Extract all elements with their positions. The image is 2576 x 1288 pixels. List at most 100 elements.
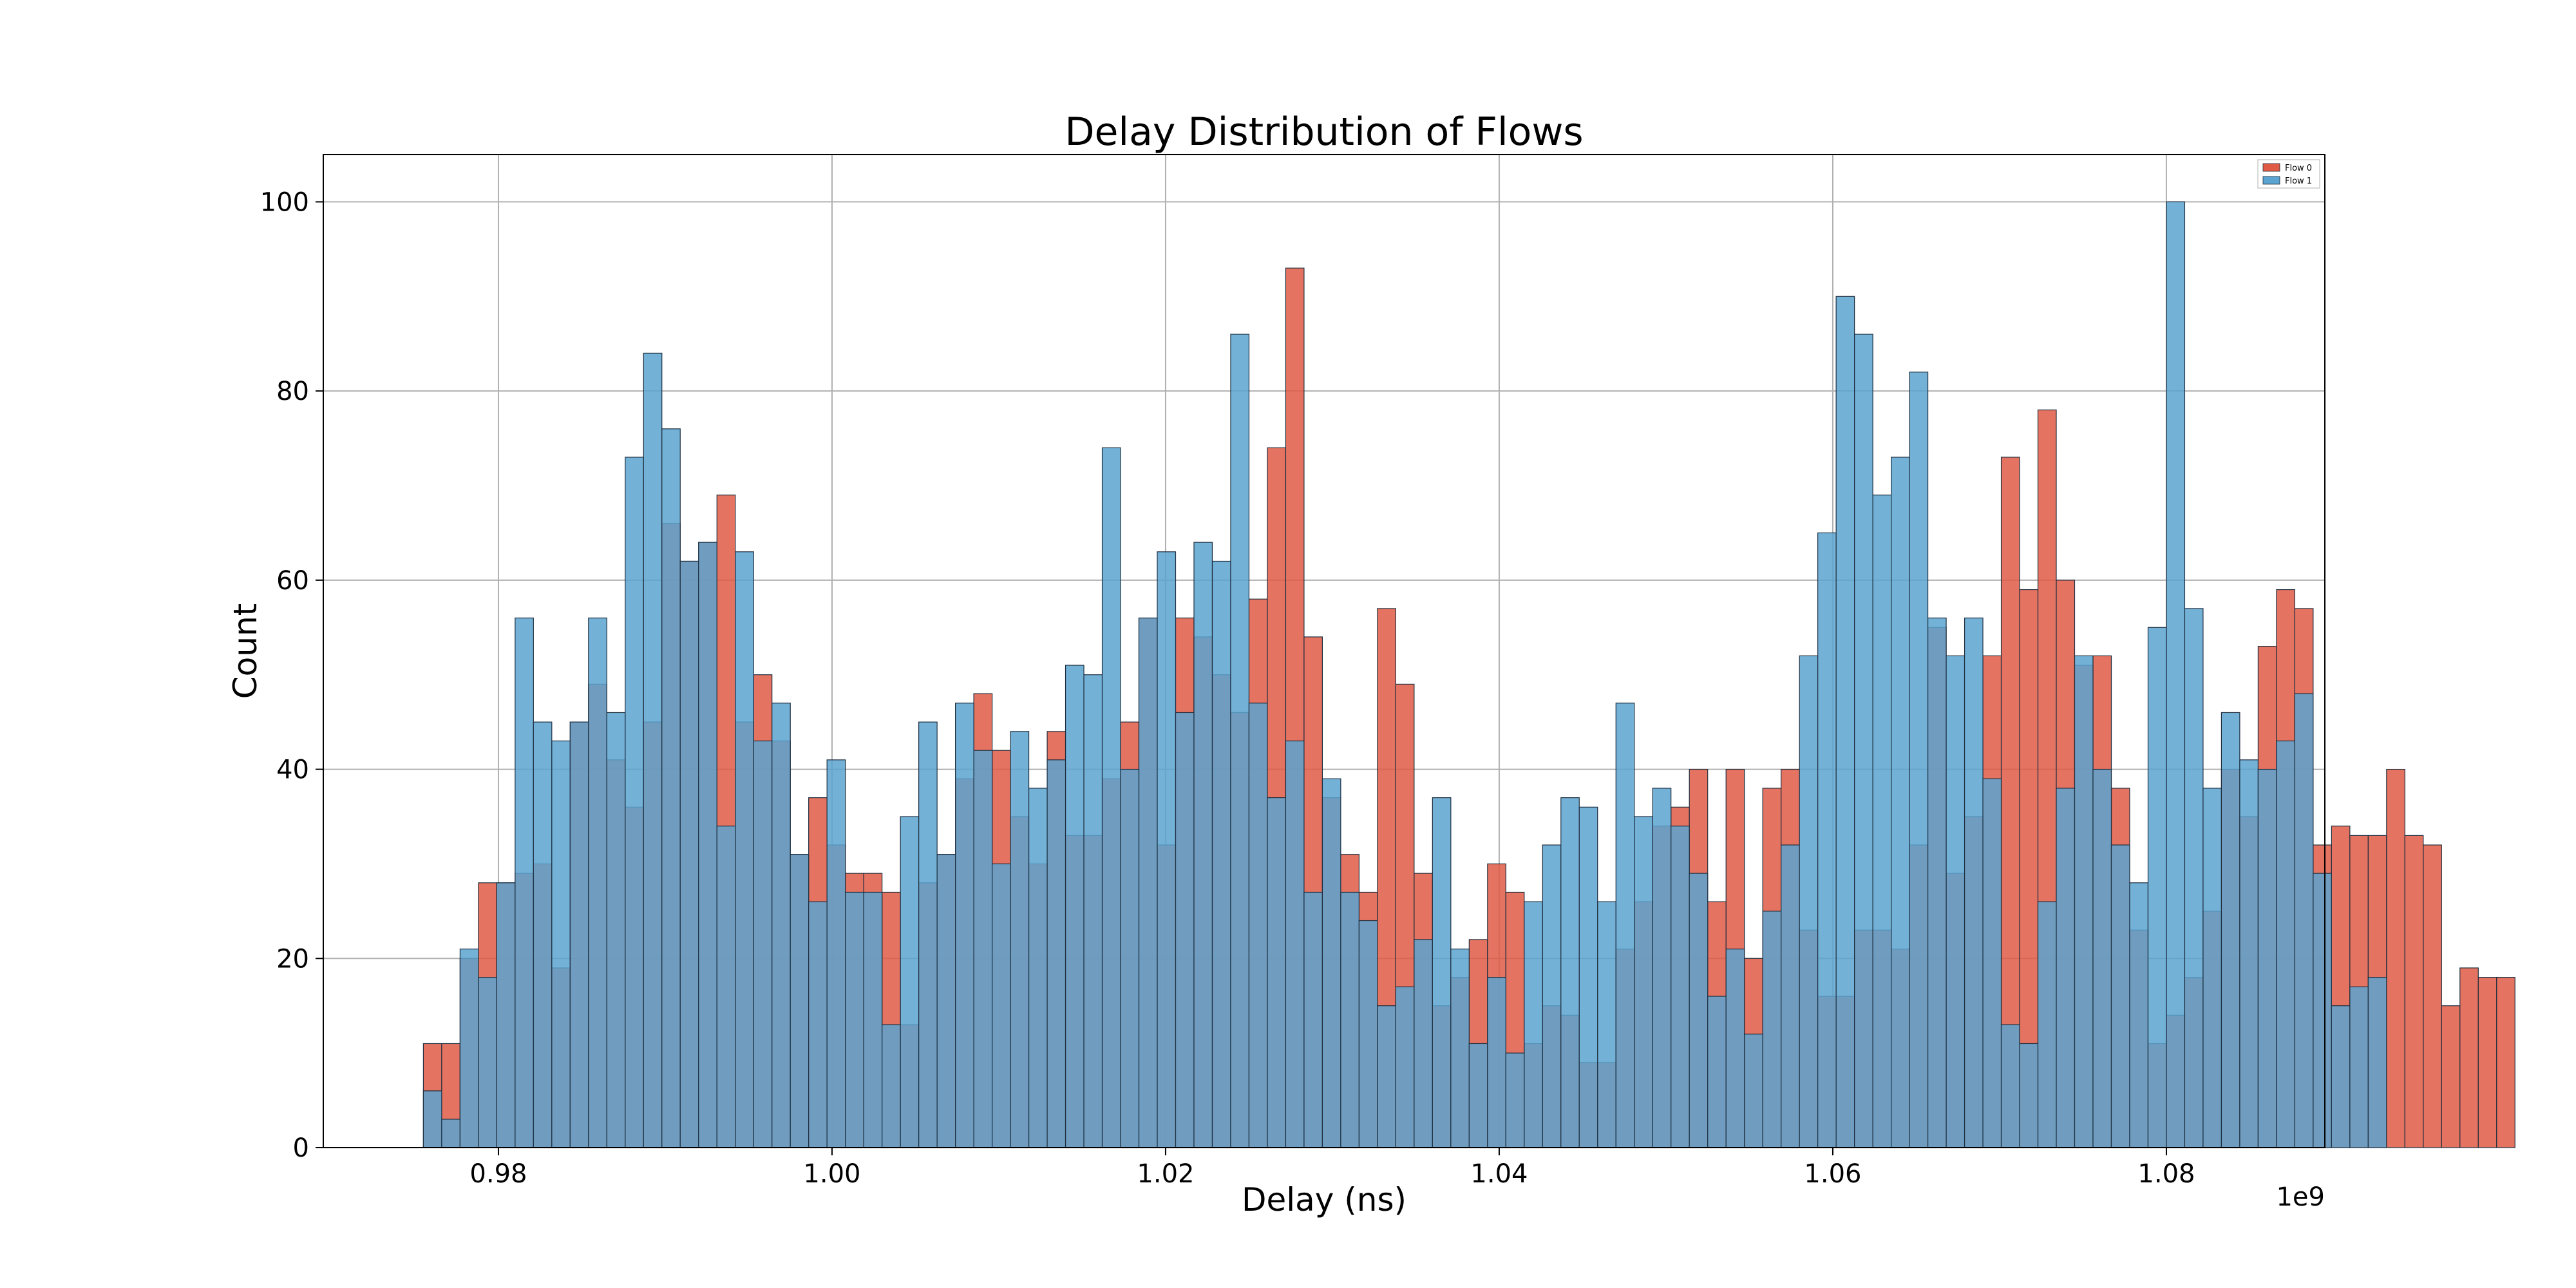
bar-flow-1 xyxy=(1340,891,1359,1148)
bar-flow-1 xyxy=(1211,560,1231,1148)
y-tick-label: 100 xyxy=(260,187,309,217)
legend: Flow 0 Flow 1 xyxy=(2257,159,2320,189)
x-tick-label: 1.00 xyxy=(803,1159,860,1189)
bar-flow-1 xyxy=(936,854,956,1148)
bar-flow-1 xyxy=(2037,901,2057,1148)
bar-flow-1 xyxy=(1927,617,1947,1148)
y-tick-label: 80 xyxy=(276,377,309,406)
bar-flow-1 xyxy=(533,721,553,1148)
bar-flow-1 xyxy=(478,977,497,1148)
bar-flow-1 xyxy=(918,721,938,1148)
bar-flow-1 xyxy=(716,826,736,1148)
bar-flow-1 xyxy=(1872,495,1892,1148)
bar-flow-1 xyxy=(2056,788,2076,1148)
legend-swatch-flow-0 xyxy=(2262,163,2280,172)
bar-flow-1 xyxy=(1854,334,1873,1148)
bar-flow-1 xyxy=(1432,797,1452,1148)
bar-flow-0 xyxy=(2441,1005,2461,1148)
bar-flow-1 xyxy=(1267,797,1287,1148)
bar-flow-1 xyxy=(2349,986,2369,1148)
bar-flow-1 xyxy=(569,721,589,1148)
bar-flow-1 xyxy=(1175,712,1195,1148)
bar-flow-1 xyxy=(441,1119,460,1148)
bar-flow-1 xyxy=(422,1090,442,1148)
legend-label-flow-0: Flow 0 xyxy=(2285,164,2312,173)
bar-flow-1 xyxy=(1542,844,1562,1148)
bar-flow-1 xyxy=(1028,788,1048,1148)
plot-frame xyxy=(323,154,2325,1148)
bar-flow-1 xyxy=(1487,977,1506,1148)
bar-flow-1 xyxy=(2202,788,2222,1148)
bar-flow-1 xyxy=(882,1024,901,1148)
bar-flow-1 xyxy=(1946,655,1965,1148)
bar-flow-1 xyxy=(991,863,1011,1148)
bar-flow-1 xyxy=(772,703,791,1148)
bar-flow-1 xyxy=(863,891,883,1148)
bar-flow-1 xyxy=(808,901,828,1148)
bar-flow-1 xyxy=(1303,891,1323,1148)
bar-flow-1 xyxy=(2147,627,2167,1148)
x-tick-label: 1.06 xyxy=(1804,1159,1861,1189)
bar-flow-1 xyxy=(1468,1043,1488,1148)
bar-flow-1 xyxy=(1157,551,1177,1148)
bar-flow-1 xyxy=(515,617,534,1148)
bar-flow-0 xyxy=(2496,977,2515,1148)
bar-flow-1 xyxy=(2276,740,2295,1148)
y-tick-label: 0 xyxy=(293,1133,309,1163)
bar-flow-1 xyxy=(1193,542,1213,1148)
bar-flow-1 xyxy=(643,352,663,1148)
bar-flow-1 xyxy=(2110,844,2130,1148)
bar-flow-1 xyxy=(1597,901,1616,1148)
y-tick-label: 40 xyxy=(276,755,309,785)
bar-flow-1 xyxy=(1762,911,1782,1148)
bar-flow-1 xyxy=(2313,873,2332,1148)
histogram-bars xyxy=(422,201,2515,1148)
bar-flow-1 xyxy=(1781,844,1800,1148)
bar-flow-1 xyxy=(1835,296,1855,1148)
bar-flow-1 xyxy=(790,854,810,1148)
bar-flow-0 xyxy=(2404,835,2424,1148)
bar-flow-1 xyxy=(1799,655,1819,1148)
x-tick-label: 1.04 xyxy=(1470,1159,1528,1189)
bar-flow-1 xyxy=(1652,788,1672,1148)
legend-label-flow-1: Flow 1 xyxy=(2285,176,2312,186)
bar-flow-1 xyxy=(2000,1024,2020,1148)
x-tick-label: 1.02 xyxy=(1137,1159,1194,1189)
bar-flow-1 xyxy=(1065,665,1084,1148)
bar-flow-1 xyxy=(2129,882,2149,1148)
bar-flow-1 xyxy=(753,740,773,1148)
bar-flow-1 xyxy=(496,882,516,1148)
axis-ticks: 0.98 1.00 1.02 1.04 1.06 1.08 0 20 40 60 80 100 xyxy=(260,187,2195,1189)
bar-flow-1 xyxy=(826,759,846,1148)
x-tick-label: 0.98 xyxy=(469,1159,527,1189)
bar-flow-1 xyxy=(1524,901,1543,1148)
bar-flow-1 xyxy=(1248,703,1268,1148)
bar-flow-1 xyxy=(1358,920,1378,1148)
x-tick-label: 1.08 xyxy=(2137,1159,2195,1189)
bar-flow-1 xyxy=(1230,334,1250,1148)
bar-flow-1 xyxy=(1707,996,1727,1148)
bar-flow-1 xyxy=(2239,759,2259,1148)
bar-flow-1 xyxy=(679,560,699,1148)
bar-flow-1 xyxy=(1964,617,1984,1148)
bar-flow-0 xyxy=(2423,844,2442,1148)
bar-flow-1 xyxy=(551,740,571,1148)
bar-flow-1 xyxy=(1634,816,1653,1148)
bar-flow-1 xyxy=(698,542,717,1148)
bar-flow-1 xyxy=(1377,1005,1396,1148)
bar-flow-1 xyxy=(735,551,754,1148)
bar-flow-1 xyxy=(1578,806,1598,1148)
bar-flow-1 xyxy=(1671,826,1690,1148)
bar-flow-1 xyxy=(2184,608,2204,1148)
bar-flow-1 xyxy=(1414,939,1433,1148)
bar-flow-1 xyxy=(1010,731,1030,1148)
bar-flow-1 xyxy=(2019,1043,2039,1148)
bar-flow-1 xyxy=(2166,201,2186,1148)
chart-title: Delay Distribution of Flows xyxy=(1065,109,1583,155)
bar-flow-1 xyxy=(845,891,864,1148)
x-axis-offset-label: 1e9 xyxy=(2276,1182,2325,1212)
x-axis-label: Delay (ns) xyxy=(1242,1181,1406,1218)
bar-flow-1 xyxy=(606,712,626,1148)
bar-flow-0 xyxy=(2386,768,2405,1148)
